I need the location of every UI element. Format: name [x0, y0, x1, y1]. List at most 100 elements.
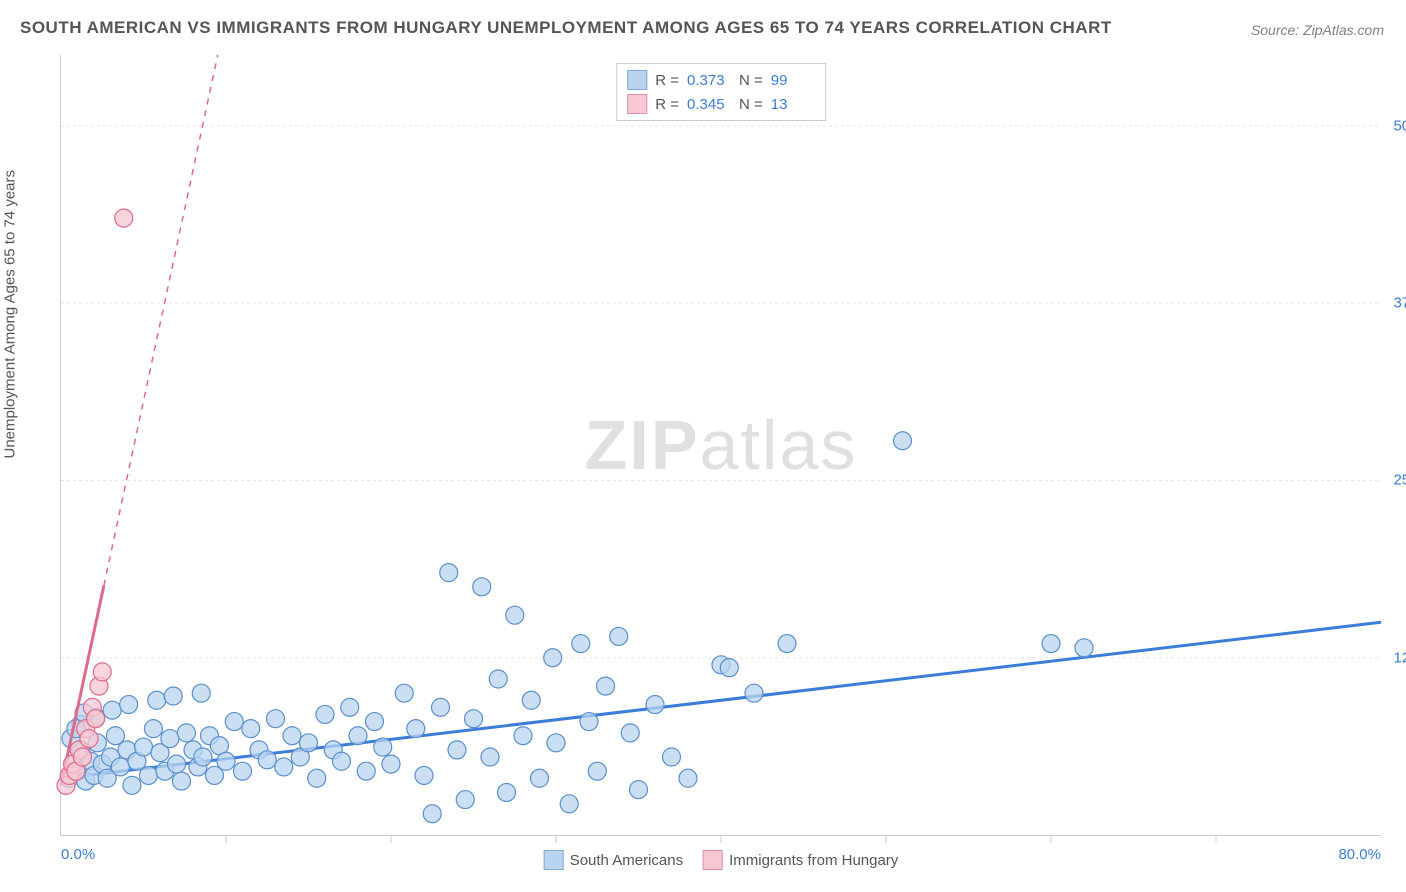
data-point — [316, 705, 334, 723]
data-point — [432, 698, 450, 716]
data-point — [610, 627, 628, 645]
data-point — [161, 730, 179, 748]
r-label: R = — [655, 96, 679, 113]
legend-swatch — [627, 70, 647, 90]
data-point — [374, 738, 392, 756]
data-point — [498, 783, 516, 801]
data-point — [382, 755, 400, 773]
data-point — [407, 720, 425, 738]
series-legend: South Americans Immigrants from Hungary — [544, 850, 899, 870]
data-point — [423, 805, 441, 823]
legend-item: South Americans — [544, 850, 683, 870]
data-point — [366, 713, 384, 731]
data-point — [473, 578, 491, 596]
data-point — [465, 710, 483, 728]
data-point — [630, 781, 648, 799]
legend-swatch — [544, 850, 564, 870]
data-point — [720, 659, 738, 677]
data-point — [225, 713, 243, 731]
data-point — [544, 649, 562, 667]
plot-area: ZIPatlas R =0.373N =99R =0.345N =13 Sout… — [60, 55, 1381, 836]
y-axis-label: Unemployment Among Ages 65 to 74 years — [2, 170, 19, 459]
data-point — [1042, 635, 1060, 653]
y-tick-label: 37.5% — [1393, 295, 1406, 312]
legend-row: R =0.345N =13 — [627, 92, 815, 116]
data-point — [73, 748, 91, 766]
data-point — [588, 762, 606, 780]
r-value: 0.373 — [687, 72, 731, 89]
legend-label: South Americans — [570, 852, 683, 869]
data-point — [87, 710, 105, 728]
data-point — [415, 766, 433, 784]
scatter-svg — [61, 55, 1381, 835]
chart-container: SOUTH AMERICAN VS IMMIGRANTS FROM HUNGAR… — [0, 0, 1406, 892]
data-point — [341, 698, 359, 716]
source-attribution: Source: ZipAtlas.com — [1251, 22, 1384, 38]
data-point — [135, 738, 153, 756]
legend-label: Immigrants from Hungary — [729, 852, 898, 869]
r-label: R = — [655, 72, 679, 89]
data-point — [580, 713, 598, 731]
data-point — [283, 727, 301, 745]
data-point — [115, 209, 133, 227]
legend-swatch — [627, 94, 647, 114]
data-point — [349, 727, 367, 745]
data-point — [217, 752, 235, 770]
data-point — [194, 748, 212, 766]
data-point — [80, 730, 98, 748]
data-point — [745, 684, 763, 702]
chart-title: SOUTH AMERICAN VS IMMIGRANTS FROM HUNGAR… — [20, 18, 1112, 38]
y-tick-label: 25.0% — [1393, 472, 1406, 489]
n-label: N = — [739, 72, 763, 89]
data-point — [164, 687, 182, 705]
data-point — [663, 748, 681, 766]
data-point — [522, 691, 540, 709]
data-point — [258, 751, 276, 769]
correlation-legend: R =0.373N =99R =0.345N =13 — [616, 63, 826, 121]
data-point — [597, 677, 615, 695]
legend-swatch — [703, 850, 723, 870]
data-point — [506, 606, 524, 624]
data-point — [621, 724, 639, 742]
data-point — [168, 755, 186, 773]
data-point — [144, 720, 162, 738]
data-point — [1075, 639, 1093, 657]
data-point — [395, 684, 413, 702]
data-point — [93, 663, 111, 681]
legend-row: R = 0.373 N = 99 — [627, 68, 815, 92]
data-point — [514, 727, 532, 745]
data-point — [489, 670, 507, 688]
data-point — [111, 758, 129, 776]
data-point — [679, 769, 697, 787]
data-point — [242, 720, 260, 738]
n-label: N = — [739, 96, 763, 113]
data-point — [357, 762, 375, 780]
x-axis-max-label: 80.0% — [1338, 846, 1381, 863]
data-point — [275, 758, 293, 776]
data-point — [481, 748, 499, 766]
data-point — [440, 564, 458, 582]
x-axis-min-label: 0.0% — [61, 846, 95, 863]
n-value: 13 — [771, 96, 815, 113]
y-tick-label: 12.5% — [1393, 649, 1406, 666]
data-point — [300, 734, 318, 752]
data-point — [646, 696, 664, 714]
data-point — [547, 734, 565, 752]
data-point — [560, 795, 578, 813]
data-point — [172, 772, 190, 790]
data-point — [531, 769, 549, 787]
data-point — [103, 701, 121, 719]
data-point — [234, 762, 252, 780]
data-point — [308, 769, 326, 787]
data-point — [120, 696, 138, 714]
data-point — [148, 691, 166, 709]
data-point — [267, 710, 285, 728]
data-point — [572, 635, 590, 653]
data-point — [123, 776, 141, 794]
data-point — [177, 724, 195, 742]
data-point — [448, 741, 466, 759]
n-value: 99 — [771, 72, 815, 89]
legend-item: Immigrants from Hungary — [703, 850, 898, 870]
data-point — [192, 684, 210, 702]
data-point — [333, 752, 351, 770]
